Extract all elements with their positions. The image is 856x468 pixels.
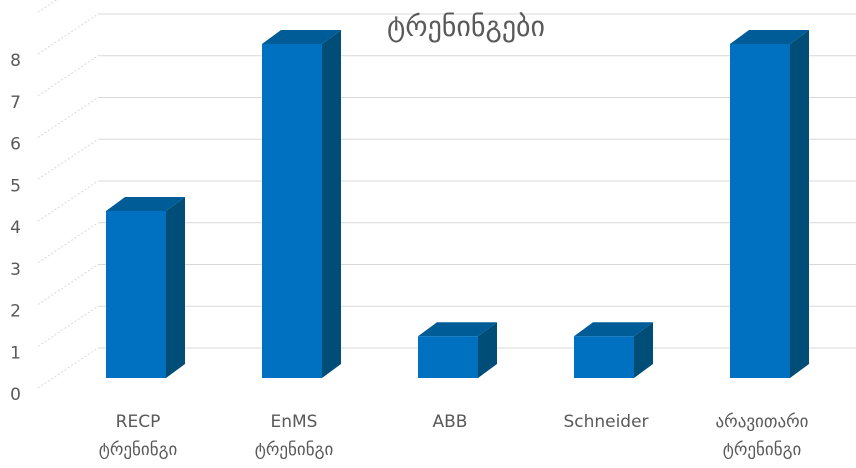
y-tick-label: 5: [10, 176, 21, 196]
gridline-perspective: [37, 222, 99, 264]
x-category-line: Schneider: [563, 412, 648, 432]
y-axis: 0 1 2 3 4 5 6 7 8: [10, 51, 21, 405]
x-category-line: არავითარი: [716, 412, 809, 432]
gridline-perspective: [37, 0, 58, 13]
gridline-perspective: [37, 347, 99, 389]
bar-top: [418, 322, 497, 337]
bar-side: [634, 322, 653, 378]
bar-side: [166, 197, 185, 378]
bar: [730, 44, 790, 378]
bars: [106, 30, 809, 378]
bar-side: [790, 30, 809, 378]
bar-top: [574, 322, 653, 337]
y-tick-label: 4: [10, 218, 21, 238]
gridline-perspective: [37, 305, 99, 347]
x-category-line: EnMS: [271, 412, 318, 432]
gridline-perspective: [37, 138, 99, 180]
x-category-line: ტრენინგი: [99, 440, 178, 460]
bar: [574, 336, 634, 378]
y-tick-label: 6: [10, 135, 21, 155]
bar: [418, 336, 478, 378]
x-category-label: ABB: [433, 412, 468, 432]
gridline-perspective: [37, 13, 99, 55]
gridline-perspective: [37, 55, 99, 97]
bar-top: [730, 30, 809, 44]
x-category-line: ტრენინგი: [255, 440, 334, 460]
y-tick-label: 0: [10, 385, 21, 405]
y-tick-label: 7: [10, 93, 21, 113]
chart-title: ტრენინგები: [387, 10, 545, 43]
y-tick-label: 2: [10, 302, 21, 322]
gridline-perspective: [37, 97, 99, 138]
bar-side: [322, 30, 341, 378]
x-category-label: არავითარი ტრენინგი: [716, 412, 809, 460]
y-tick-label: 1: [10, 343, 21, 363]
x-category-line: ABB: [433, 412, 468, 432]
x-category-label: EnMS ტრენინგი: [255, 412, 334, 460]
y-tick-label: 8: [10, 51, 21, 71]
x-category-line: RECP: [116, 412, 161, 432]
bar: [106, 211, 166, 378]
x-category-line: ტრენინგი: [723, 440, 802, 460]
x-axis: RECP ტრენინგი EnMS ტრენინგი ABB Schneider არავ…: [99, 412, 809, 460]
bar-top: [262, 30, 341, 44]
gridline-perspective: [37, 180, 99, 222]
bar-top: [106, 197, 185, 211]
y-tick-label: 3: [10, 260, 21, 280]
gridline-perspective: [37, 264, 99, 305]
bar: [262, 44, 322, 378]
grid-lines: [37, 0, 856, 389]
x-category-label: RECP ტრენინგი: [99, 412, 178, 460]
bar-side: [478, 322, 497, 378]
x-category-label: Schneider: [563, 412, 648, 432]
